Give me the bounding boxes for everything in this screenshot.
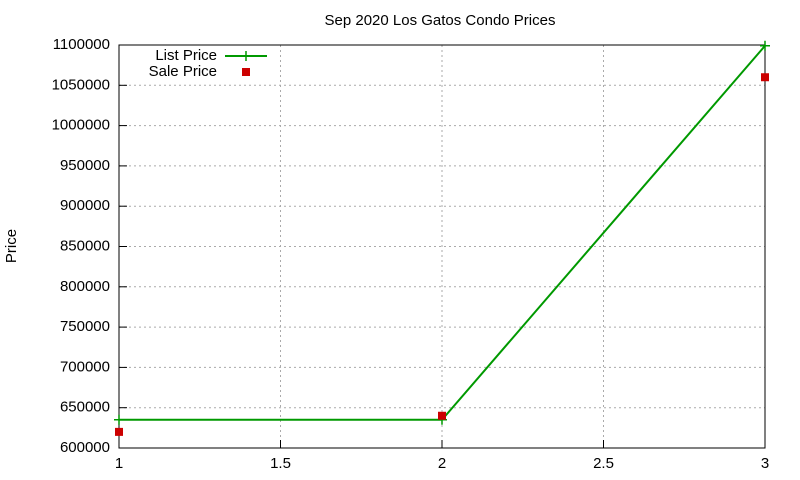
marker [115, 427, 123, 436]
x-tick-label: 3 [761, 455, 769, 472]
legend-swatch [241, 51, 251, 61]
x-tick-label: 2.5 [593, 455, 614, 472]
y-tick-label: 950000 [60, 157, 110, 174]
y-tick-label: 700000 [60, 358, 110, 375]
x-tick-label: 1 [115, 455, 123, 472]
y-tick-label: 850000 [60, 237, 110, 254]
chart-title: Sep 2020 Los Gatos Condo Prices [325, 12, 556, 29]
y-tick-label: 1050000 [52, 76, 110, 93]
y-tick-label: 1000000 [52, 117, 110, 134]
y-tick-label: 600000 [60, 439, 110, 456]
marker [438, 411, 446, 420]
y-tick-label: 800000 [60, 278, 110, 295]
y-tick-label: 650000 [60, 399, 110, 416]
marker [114, 414, 124, 425]
legend-swatch [242, 68, 250, 76]
legend-label: List Price [155, 47, 217, 64]
y-tick-label: 750000 [60, 318, 110, 335]
y-axis-label: Price [3, 229, 20, 263]
marker [761, 73, 769, 82]
plot-frame [118, 44, 766, 449]
legend-label: Sale Price [149, 63, 217, 80]
y-tick-label: 1100000 [53, 36, 110, 53]
x-tick-label: 2 [438, 455, 446, 472]
y-tick-label: 900000 [60, 197, 110, 214]
marker [760, 40, 770, 51]
x-tick-label: 1.5 [270, 455, 291, 472]
